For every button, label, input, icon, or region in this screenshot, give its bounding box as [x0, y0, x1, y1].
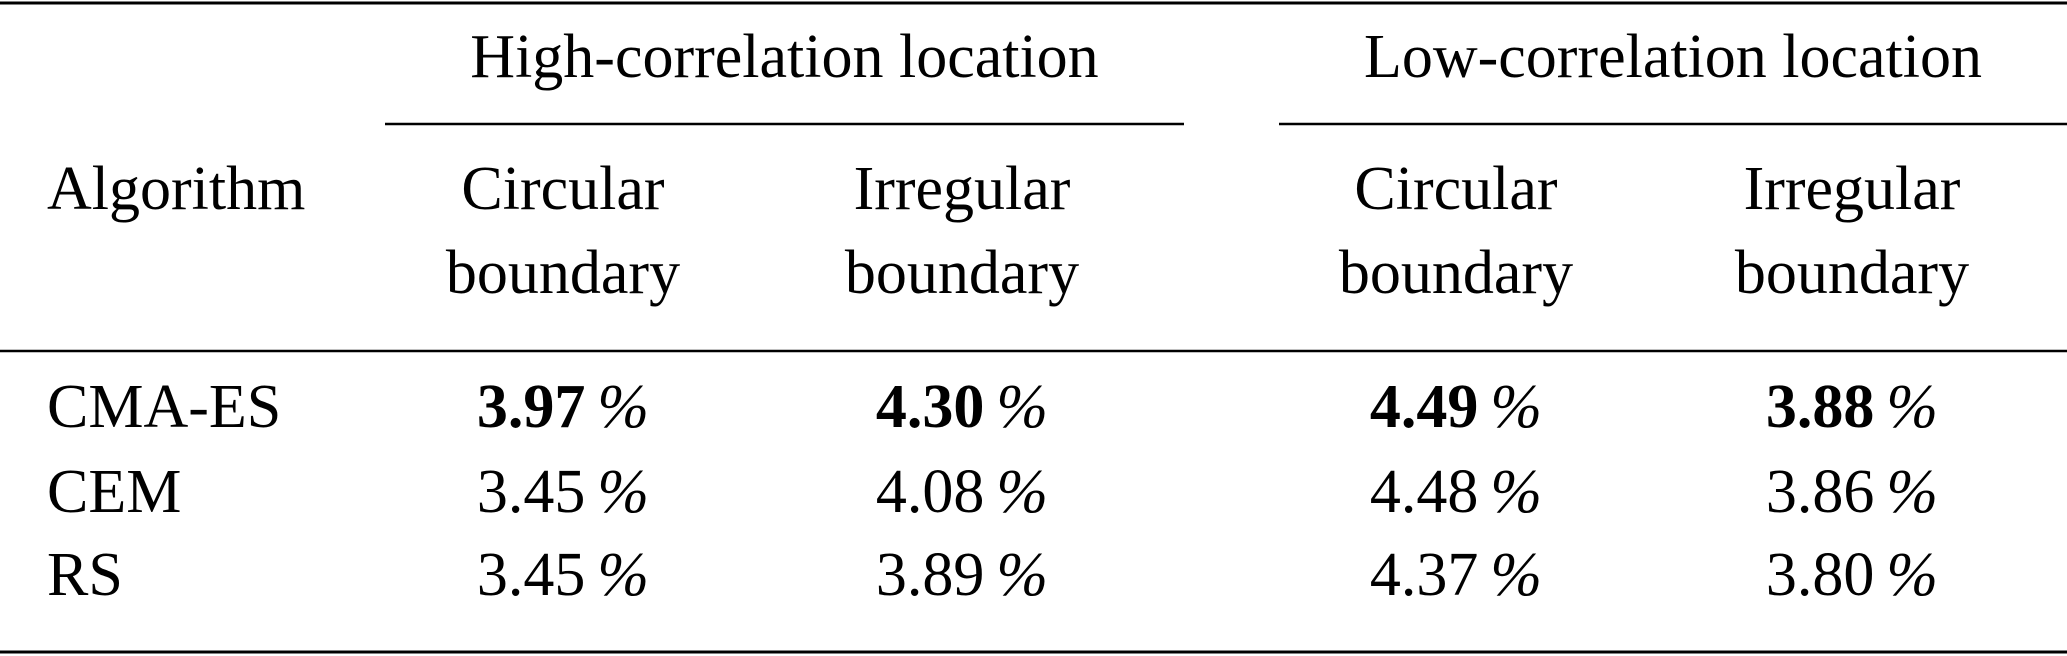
cell-value: 4.08 — [876, 458, 985, 526]
cell-unit: % — [1886, 458, 1938, 526]
cell: 4.49% — [1370, 373, 1542, 441]
cell: 3.45% — [477, 458, 649, 526]
cell-unit: % — [996, 458, 1048, 526]
cell-value: 3.45 — [477, 458, 586, 526]
cell-value: 3.97 — [477, 373, 586, 441]
group-header: Low-correlation location — [1364, 23, 1982, 91]
column-header: Circular — [1354, 155, 1557, 223]
cell-unit: % — [597, 373, 649, 441]
cell-value: 4.30 — [876, 373, 985, 441]
column-header: boundary — [845, 239, 1079, 307]
cell: 3.45% — [477, 541, 649, 609]
column-header: Circular — [461, 155, 664, 223]
cell: 3.88% — [1766, 373, 1938, 441]
cell-value: 3.88 — [1766, 373, 1875, 441]
cell: 3.86% — [1766, 458, 1938, 526]
row-label: CEM — [47, 458, 181, 526]
cell-value: 4.49 — [1370, 373, 1479, 441]
cell: 3.89% — [876, 541, 1048, 609]
cell-value: 3.45 — [477, 541, 586, 609]
cell-unit: % — [996, 541, 1048, 609]
cell: 4.48% — [1370, 458, 1542, 526]
cell: 3.97% — [477, 373, 649, 441]
cell-unit: % — [1490, 541, 1542, 609]
cell: 3.80% — [1766, 541, 1938, 609]
cell-value: 3.89 — [876, 541, 985, 609]
cell-value: 3.80 — [1766, 541, 1875, 609]
cell-unit: % — [1886, 541, 1938, 609]
row-label: RS — [47, 541, 123, 609]
group-header: High-correlation location — [470, 23, 1098, 91]
cell-unit: % — [1490, 458, 1542, 526]
cell: 4.08% — [876, 458, 1048, 526]
column-header: boundary — [446, 239, 680, 307]
cell-unit: % — [597, 541, 649, 609]
cell: 4.37% — [1370, 541, 1542, 609]
cell-unit: % — [1886, 373, 1938, 441]
column-header: boundary — [1339, 239, 1573, 307]
column-header: Irregular — [1744, 155, 1961, 223]
cell-unit: % — [996, 373, 1048, 441]
column-header: Irregular — [854, 155, 1071, 223]
cell-value: 4.37 — [1370, 541, 1479, 609]
algorithm-header: Algorithm — [47, 155, 305, 223]
cell-value: 4.48 — [1370, 458, 1479, 526]
cell-unit: % — [597, 458, 649, 526]
row-label: CMA-ES — [47, 373, 281, 441]
cell-value: 3.86 — [1766, 458, 1875, 526]
cell-unit: % — [1490, 373, 1542, 441]
cell: 4.30% — [876, 373, 1048, 441]
column-header: boundary — [1735, 239, 1969, 307]
